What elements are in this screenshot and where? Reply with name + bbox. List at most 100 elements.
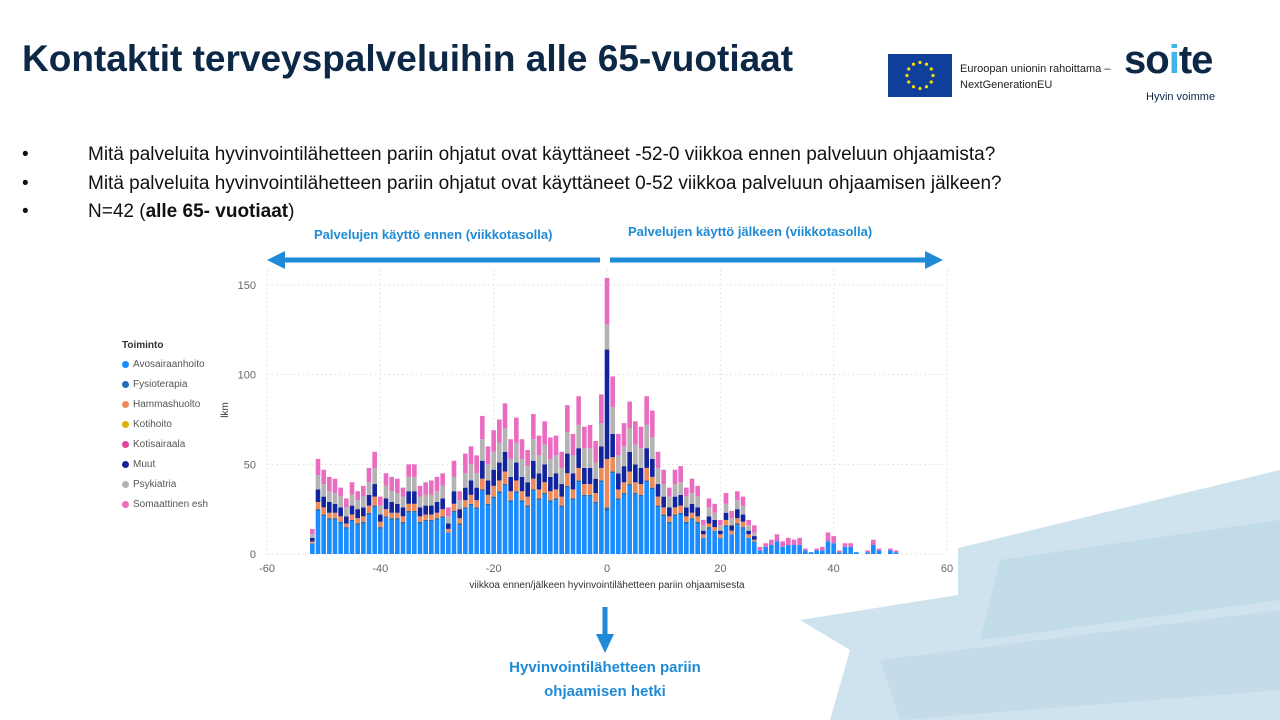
- legend-swatch-icon: [122, 381, 129, 388]
- legend-item[interactable]: Kotihoito: [122, 419, 208, 439]
- bar-segment-fysioterapia: [525, 505, 530, 508]
- bar-segment-hammashuolto: [553, 489, 559, 499]
- bar-segment-psykiatria: [650, 437, 655, 459]
- bar-segment-psykiatria: [678, 482, 683, 495]
- bar-segment-muut: [695, 507, 700, 517]
- bar-segment-avosairaanhoito: [808, 552, 814, 554]
- legend-item[interactable]: Psykiatria: [122, 479, 208, 499]
- bar-segment-somaattinen-esh: [689, 478, 695, 494]
- bar-segment-avosairaanhoito: [701, 537, 706, 554]
- bar-segment-fysioterapia: [349, 519, 355, 522]
- bar-segment-somaattinen-esh: [310, 528, 315, 535]
- bar-segment-psykiatria: [321, 484, 326, 497]
- bar-segment-somaattinen-esh: [825, 532, 831, 542]
- legend-item[interactable]: Kotisairaala: [122, 439, 208, 459]
- legend-swatch-icon: [122, 361, 129, 368]
- bar-segment-muut: [712, 519, 717, 528]
- bar-segment-avosairaanhoito: [355, 525, 360, 554]
- bar-segment-somaattinen-esh: [519, 439, 525, 459]
- bar-segment-fysioterapia: [593, 501, 598, 504]
- bar-segment-somaattinen-esh: [429, 480, 434, 495]
- bar-segment-avosairaanhoito: [565, 487, 570, 554]
- bar-segment-somaattinen-esh: [389, 476, 394, 492]
- bar-segment-fysioterapia: [548, 500, 553, 502]
- bar-segment-somaattinen-esh: [814, 548, 819, 551]
- bar-segment-fysioterapia: [457, 523, 462, 526]
- bar-segment-fysioterapia: [633, 493, 638, 495]
- down-arrow-icon: [596, 634, 614, 653]
- bar-segment-psykiatria: [514, 442, 519, 463]
- bar-segment-somaattinen-esh: [774, 534, 780, 542]
- bar-segment-somaattinen-esh: [406, 464, 411, 477]
- soite-logo: soite: [1124, 38, 1213, 82]
- bar-segment-somaattinen-esh: [315, 458, 321, 476]
- moment-annotation: Hyvinvointilähetteen pariin ohjaamisen h…: [509, 659, 701, 700]
- bar-segment-fysioterapia: [740, 527, 746, 529]
- bar-segment-psykiatria: [497, 442, 502, 463]
- bar-segment-avosairaanhoito: [327, 519, 332, 554]
- bar-segment-fysioterapia: [627, 484, 632, 486]
- bar-segment-avosairaanhoito: [582, 496, 587, 554]
- bar-segment-avosairaanhoito: [871, 545, 876, 554]
- bar-segment-hammashuolto: [355, 518, 360, 524]
- bar-segment-psykiatria: [355, 500, 360, 510]
- bar-segment-fysioterapia: [321, 514, 326, 517]
- bar-segment-fysioterapia: [672, 514, 678, 517]
- bar-segment-psykiatria: [712, 512, 717, 520]
- bar-segment-somaattinen-esh: [695, 485, 700, 497]
- bar-segment-hammashuolto: [315, 501, 321, 510]
- bar-segment-psykiatria: [723, 503, 729, 513]
- legend-item[interactable]: Somaattinen esh: [122, 499, 208, 519]
- bar-segment-fysioterapia: [706, 527, 712, 529]
- bar-segment-hammashuolto: [684, 516, 689, 522]
- bar-segment-fysioterapia: [502, 484, 508, 486]
- bar-segment-hammashuolto: [593, 493, 598, 502]
- bar-segment-avosairaanhoito: [485, 505, 491, 554]
- legend-item[interactable]: Muut: [122, 459, 208, 479]
- bar-segment-fysioterapia: [508, 500, 513, 502]
- bar-segment-fysioterapia: [361, 521, 366, 524]
- bar-segment-hammashuolto: [559, 496, 564, 506]
- bar-segment-avosairaanhoito: [831, 543, 836, 554]
- bar-segment-somaattinen-esh: [865, 550, 870, 553]
- bar-segment-hammashuolto: [395, 512, 400, 519]
- bar-segment-hammashuolto: [587, 484, 593, 495]
- bar-segment-muut: [446, 523, 451, 529]
- bar-segment-somaattinen-esh: [485, 446, 491, 465]
- bar-segment-avosairaanhoito: [757, 550, 763, 554]
- bar-segment-avosairaanhoito: [780, 546, 785, 554]
- bar-segment-muut: [735, 509, 740, 519]
- bar-segment-psykiatria: [474, 473, 479, 488]
- bar-segment-fysioterapia: [423, 519, 428, 522]
- bar-segment-fysioterapia: [599, 480, 604, 483]
- x-tick-label: 0: [604, 563, 610, 575]
- bar-segment-psykiatria: [684, 496, 689, 508]
- bar-segment-fysioterapia: [616, 498, 621, 501]
- bar-segment-psykiatria: [412, 476, 417, 492]
- bar-segment-hammashuolto: [378, 521, 383, 528]
- bar-segment-hammashuolto: [667, 516, 672, 522]
- eu-funding-text: Euroopan unionin rahoittama – NextGenera…: [960, 61, 1110, 93]
- bar-segment-muut: [378, 514, 383, 522]
- bar-segment-psykiatria: [661, 484, 666, 497]
- bar-segment-muut: [655, 484, 661, 497]
- legend-item[interactable]: Fysioterapia: [122, 379, 208, 399]
- bar-segment-fysioterapia: [723, 525, 729, 528]
- y-tick-label: 100: [238, 370, 256, 382]
- bar-segment-hammashuolto: [491, 485, 496, 497]
- bar-segment-psykiatria: [740, 505, 746, 515]
- legend-item[interactable]: Hammashuolto: [122, 399, 208, 419]
- bar-segment-psykiatria: [587, 448, 593, 468]
- legend-item[interactable]: Avosairaanhoito: [122, 359, 208, 379]
- bar-segment-hammashuolto: [434, 512, 440, 519]
- bar-segment-hammashuolto: [718, 534, 723, 538]
- bar-segment-somaattinen-esh: [423, 482, 428, 495]
- bar-segment-hammashuolto: [406, 503, 411, 511]
- bar-segment-somaattinen-esh: [332, 478, 338, 494]
- bar-segment-hammashuolto: [480, 478, 485, 490]
- bar-segment-hammashuolto: [542, 482, 547, 494]
- bar-segment-avosairaanhoito: [718, 537, 723, 554]
- bar-segment-hammashuolto: [661, 507, 666, 515]
- bar-segment-fysioterapia: [644, 480, 649, 483]
